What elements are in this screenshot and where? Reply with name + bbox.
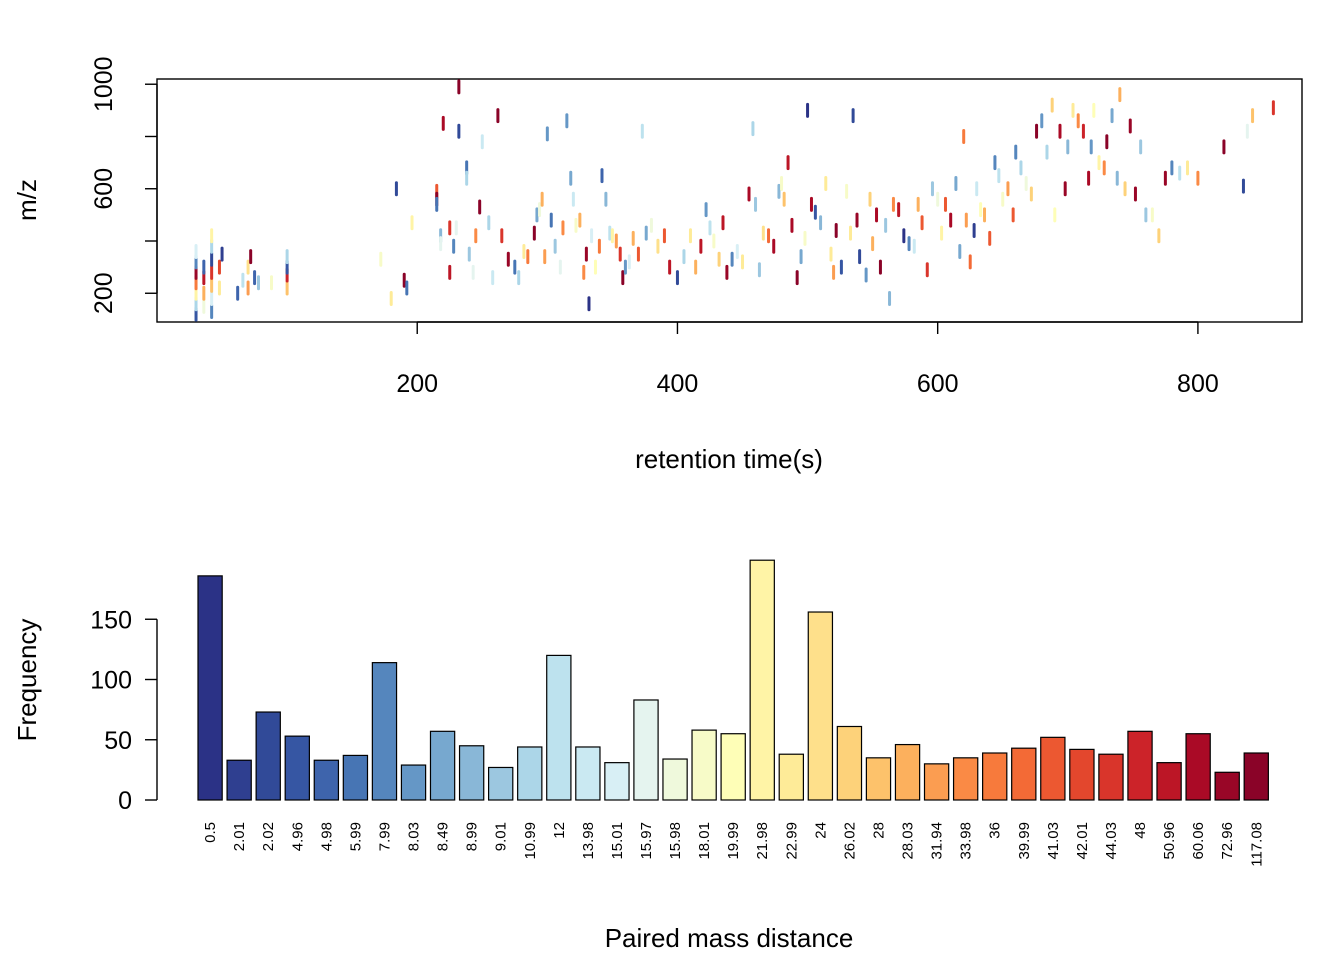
bar <box>1069 748 1095 801</box>
bar <box>807 611 834 801</box>
bar-category-label: 15.01 <box>609 822 626 860</box>
bar <box>1185 733 1211 801</box>
bar-category-label: 41.03 <box>1045 822 1062 860</box>
bar-category-label: 24 <box>812 822 829 839</box>
bar <box>836 725 863 801</box>
bar-category-label: 42.01 <box>1074 822 1091 860</box>
scatter-x-tick-label: 600 <box>917 370 959 398</box>
scatter-x-axis-title: retention time(s) <box>635 444 823 474</box>
bar-category-label: 19.99 <box>725 822 742 860</box>
bar-x-axis-title: Paired mass distance <box>605 923 854 953</box>
bar-category-label: 28.03 <box>900 822 917 860</box>
bar-category-label: 21.98 <box>754 822 771 860</box>
bar-category-label: 4.96 <box>289 822 306 851</box>
bar-category-label: 31.94 <box>929 822 946 860</box>
bar <box>546 654 572 801</box>
bar-category-label: 22.99 <box>783 822 800 860</box>
bar-category-label: 2.01 <box>231 822 248 851</box>
bar-category-label: 2.02 <box>260 822 277 851</box>
bar <box>458 745 485 801</box>
scatter-x-tick-label: 400 <box>657 370 699 398</box>
scatter-points <box>194 79 1275 322</box>
bar-category-label: 12 <box>551 822 568 839</box>
bar <box>371 662 398 801</box>
bar <box>575 746 601 801</box>
scatter-x-tick-label: 800 <box>1177 370 1219 398</box>
scatter-plot-box <box>156 78 1303 323</box>
bar-category-label: 8.03 <box>406 822 423 851</box>
bar <box>517 746 543 801</box>
bar-category-label: 15.98 <box>667 822 684 860</box>
bar <box>488 766 514 801</box>
bar-category-label: 48 <box>1132 822 1149 839</box>
scatter-x-tick-label: 200 <box>396 370 438 398</box>
scatter-panel: 200 400 600 800 200 600 1000 retention time(s… <box>12 56 1303 474</box>
bar-category-label: 15.97 <box>638 822 655 860</box>
bar-category-label: 36 <box>987 822 1004 839</box>
bar <box>400 764 427 801</box>
bar <box>604 762 630 801</box>
bar-category-label: 26.02 <box>841 822 858 860</box>
bar-y-tick-label: 100 <box>90 667 132 695</box>
bar-category-label: 4.98 <box>318 822 335 851</box>
bar <box>226 759 252 801</box>
bar <box>1127 730 1153 801</box>
bar <box>894 743 921 801</box>
bar <box>923 763 950 801</box>
bar-category-label: 13.98 <box>580 822 597 860</box>
bar-category-label: 50.96 <box>1161 822 1178 860</box>
bar-category-labels: 0.5 2.01 2.02 4.96 4.98 5.99 7.99 8.03 8.49 8.99 9… <box>202 822 1265 867</box>
bar <box>1243 752 1269 801</box>
bar <box>1214 771 1240 801</box>
bar-y-axis: 0 50 100 150 <box>90 606 158 815</box>
bar <box>313 759 340 801</box>
bar-category-label: 39.99 <box>1016 822 1033 860</box>
bar-category-label: 7.99 <box>376 822 393 851</box>
bar <box>952 757 979 801</box>
bar <box>1040 736 1066 801</box>
bar <box>691 729 717 801</box>
scatter-y-axis-title: m/z <box>12 179 42 221</box>
bar <box>1156 762 1182 801</box>
bar <box>1011 747 1037 801</box>
bar <box>429 730 456 801</box>
bar <box>982 752 1008 801</box>
bar-category-label: 5.99 <box>347 822 364 851</box>
bar <box>720 733 746 801</box>
bar <box>749 559 775 801</box>
bar-category-label: 8.99 <box>464 822 481 851</box>
scatter-y-axis: 200 600 1000 <box>90 56 158 314</box>
bar <box>197 575 223 801</box>
bar-y-tick-label: 150 <box>90 606 132 634</box>
bar <box>284 735 310 801</box>
bar <box>865 757 892 801</box>
bar <box>662 758 688 801</box>
bar-series <box>197 559 1269 801</box>
bar-category-label: 18.01 <box>696 822 713 860</box>
bar-category-label: 8.49 <box>435 822 452 851</box>
bar-category-label: 72.96 <box>1219 822 1236 860</box>
bar-y-tick-label: 50 <box>104 727 132 755</box>
bar <box>778 753 805 801</box>
bar <box>1098 753 1124 801</box>
bar-category-label: 28 <box>870 822 887 839</box>
bar-category-label: 0.5 <box>202 822 219 843</box>
bar-category-label: 10.99 <box>522 822 539 860</box>
bar-y-tick-label: 0 <box>118 787 132 815</box>
scatter-x-axis: 200 400 600 800 <box>396 321 1219 398</box>
bar-y-axis-title: Frequency <box>12 619 42 742</box>
bar-category-label: 60.06 <box>1190 822 1207 860</box>
scatter-y-tick-label: 600 <box>90 168 118 210</box>
bar-panel: 0.5 2.01 2.02 4.96 4.98 5.99 7.99 8.03 8.49 8.99 9… <box>12 559 1269 953</box>
bar <box>255 711 281 801</box>
scatter-y-tick-label: 200 <box>90 272 118 314</box>
bar-category-label: 44.03 <box>1103 822 1120 860</box>
bar-category-label: 117.08 <box>1248 822 1265 867</box>
bar-category-label: 9.01 <box>493 822 510 851</box>
bar <box>633 699 659 801</box>
scatter-y-tick-label: 1000 <box>90 56 118 112</box>
bar-category-label: 33.98 <box>958 822 975 860</box>
bar <box>342 754 369 801</box>
